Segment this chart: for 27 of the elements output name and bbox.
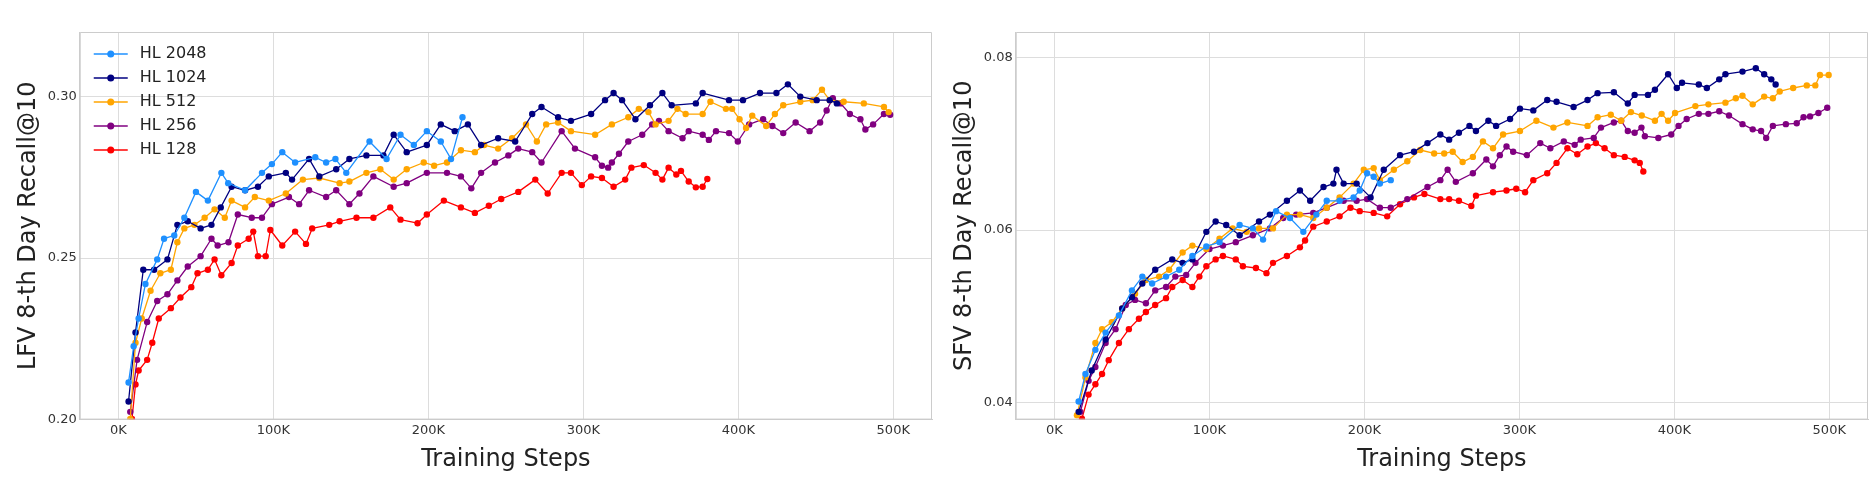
legend-label: HL 256 (139, 115, 197, 135)
legend-label: HL 1024 (139, 67, 207, 87)
y-tick-label: 0.04 (983, 393, 1013, 409)
y-axis-title: SFV 8-th Day Recall@10 (948, 80, 977, 372)
x-tick-label: 200K (1347, 421, 1382, 437)
x-tick-label: 300K (566, 421, 601, 437)
legend-label: HL 512 (139, 91, 197, 111)
y-tick-label: 0.30 (47, 87, 77, 103)
x-tick-label: 200K (411, 421, 446, 437)
y-tick-label: 0.25 (47, 249, 77, 265)
x-axis-title: Training Steps (1356, 443, 1527, 472)
x-tick-label: 300K (1502, 421, 1537, 437)
x-tick-label: 400K (721, 421, 756, 437)
x-tick-label: 0K (110, 421, 128, 437)
x-tick-label: 500K (876, 421, 911, 437)
y-tick-label: 0.06 (983, 221, 1013, 237)
y-tick-label: 0.08 (983, 49, 1013, 65)
x-tick-label: 0K (1046, 421, 1064, 437)
y-tick-label: 0.20 (47, 410, 77, 426)
x-tick-label: 500K (1812, 421, 1847, 437)
x-tick-label: 400K (1657, 421, 1692, 437)
x-tick-label: 100K (256, 421, 291, 437)
y-axis-title: LFV 8-th Day Recall@10 (12, 81, 41, 371)
x-axis-title: Training Steps (420, 443, 591, 472)
legend-label: HL 2048 (139, 43, 207, 63)
x-tick-label: 100K (1192, 421, 1227, 437)
legend-label: HL 128 (139, 139, 197, 159)
